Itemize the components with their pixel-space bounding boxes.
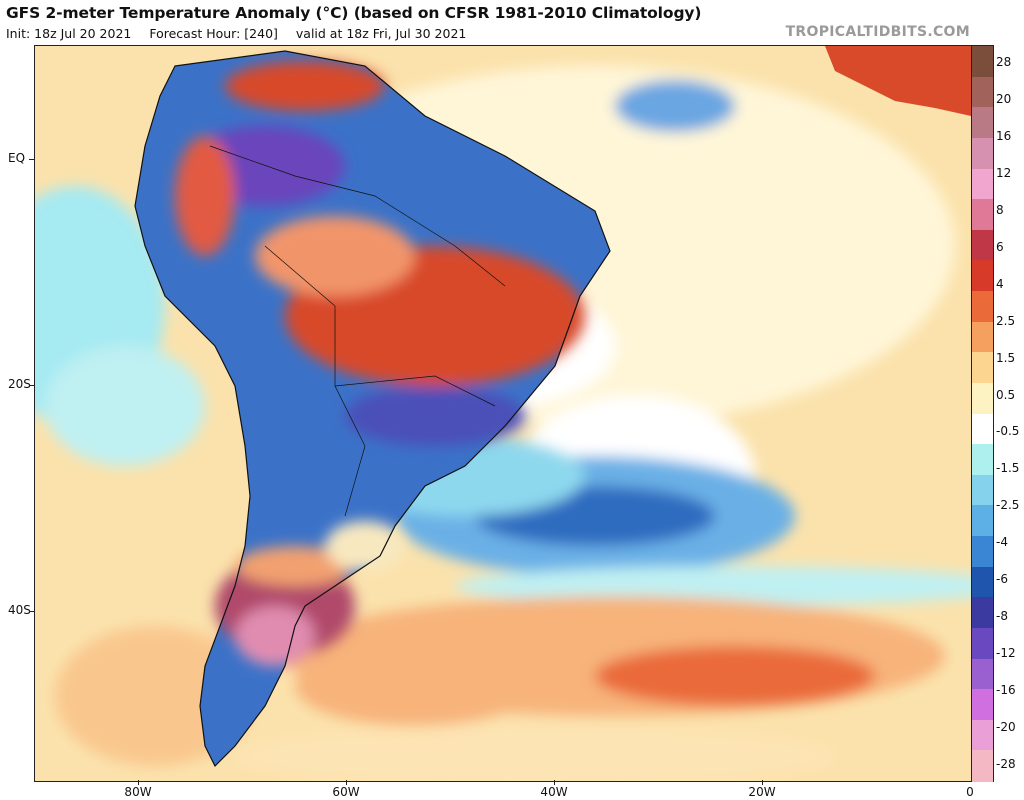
lon-label-20w: 20W <box>748 785 776 799</box>
colorbar-swatch <box>972 719 993 751</box>
colorbar-swatch <box>972 382 993 414</box>
lat-tick <box>29 385 34 386</box>
colorbar-label: -16 <box>996 683 1016 698</box>
colorbar <box>971 45 994 782</box>
south-america-landmass <box>134 50 611 768</box>
lon-label-40w: 40W <box>540 785 568 799</box>
colorbar-swatch <box>972 260 993 292</box>
colorbar-swatch <box>972 658 993 690</box>
colorbar-label: 28 <box>996 55 1012 69</box>
colorbar-label: -28 <box>996 757 1016 771</box>
colorbar-label: -0.5 <box>996 424 1020 439</box>
anomaly-map-canvas <box>35 46 971 781</box>
colorbar-label: 8 <box>996 202 1004 217</box>
colorbar-swatch <box>972 352 993 384</box>
colorbar-swatch <box>972 291 993 323</box>
colorbar-swatch <box>972 321 993 353</box>
colorbar-swatch <box>972 536 993 568</box>
map-subtitle: Init: 18z Jul 20 2021 Forecast Hour: [24… <box>6 26 480 41</box>
colorbar-label: 6 <box>996 239 1004 254</box>
colorbar-label: 20 <box>996 91 1012 106</box>
colorbar-swatch <box>972 229 993 261</box>
colorbar-swatch <box>972 46 993 78</box>
colorbar-swatch <box>972 413 993 445</box>
colorbar-label: 12 <box>996 165 1012 180</box>
colorbar-swatch <box>972 597 993 629</box>
lat-tick <box>29 159 34 160</box>
colorbar-swatch <box>972 199 993 231</box>
colorbar-swatch <box>972 107 993 139</box>
lon-label-80w: 80W <box>124 785 152 799</box>
colorbar-swatch <box>972 566 993 598</box>
colorbar-swatch <box>972 137 993 169</box>
colorbar-swatch <box>972 474 993 506</box>
lat-label-40s: 40S <box>8 603 31 617</box>
lon-label-0: 0 <box>966 785 974 799</box>
lon-tick <box>554 780 555 785</box>
colorbar-label: -6 <box>996 572 1008 587</box>
lat-label-20s: 20S <box>8 377 31 391</box>
colorbar-swatch <box>972 627 993 659</box>
colorbar-swatch <box>972 168 993 200</box>
site-credit: TROPICALTIDBITS.COM <box>785 24 970 40</box>
colorbar-label: -20 <box>996 720 1016 735</box>
lon-tick <box>138 780 139 785</box>
map-title: GFS 2-meter Temperature Anomaly (°C) (ba… <box>6 4 702 22</box>
colorbar-swatch <box>972 444 993 476</box>
africa-landmass <box>825 46 971 116</box>
colorbar-label: 16 <box>996 128 1012 143</box>
lon-tick <box>346 780 347 785</box>
colorbar-label: 1.5 <box>996 350 1016 365</box>
lon-label-60w: 60W <box>332 785 360 799</box>
colorbar-label: -8 <box>996 609 1008 624</box>
lat-label-eq: EQ <box>8 151 26 165</box>
colorbar-label: 2.5 <box>996 313 1016 328</box>
lon-tick <box>762 780 763 785</box>
colorbar-swatch <box>972 505 993 537</box>
anomaly-map <box>34 45 972 782</box>
valid-time: valid at 18z Fri, Jul 30 2021 <box>295 26 467 41</box>
forecast-hour: Forecast Hour: [240] <box>149 26 278 41</box>
init-time: Init: 18z Jul 20 2021 <box>6 26 132 41</box>
colorbar-swatch <box>972 76 993 108</box>
lat-tick <box>29 611 34 612</box>
colorbar-label: 4 <box>996 276 1004 291</box>
colorbar-swatch <box>972 750 993 782</box>
colorbar-label: -4 <box>996 535 1008 550</box>
colorbar-label: 0.5 <box>996 387 1016 402</box>
colorbar-label: -12 <box>996 646 1016 661</box>
colorbar-label: -1.5 <box>996 461 1020 476</box>
colorbar-swatch <box>972 689 993 721</box>
colorbar-label: -2.5 <box>996 498 1020 513</box>
